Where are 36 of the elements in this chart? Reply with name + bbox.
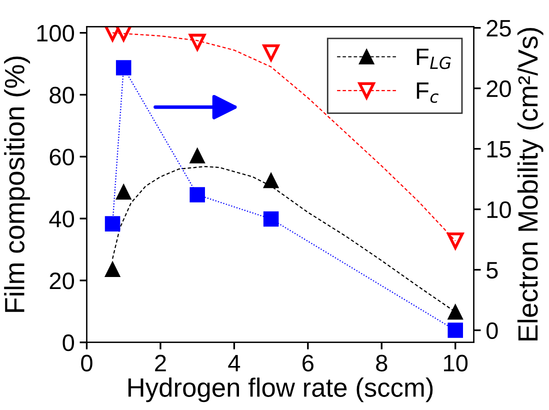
point: [190, 148, 205, 164]
y2-tick-label: 5: [486, 262, 498, 279]
y-tick-label: 20: [50, 272, 74, 290]
legend-label: F$_{LG}$: [416, 48, 451, 70]
point: [116, 184, 132, 200]
point: [104, 216, 120, 232]
y-tick-label: 80: [50, 86, 74, 104]
x-tick-label: 8: [376, 354, 388, 372]
point: [104, 262, 120, 277]
y-tick-label: 40: [49, 210, 74, 228]
x-tick-label: 2: [155, 354, 166, 372]
y2-tick-label: 25: [486, 20, 511, 37]
point: [116, 60, 132, 76]
y2-tick-label: 20: [486, 80, 511, 98]
point: [263, 172, 279, 188]
point: [447, 232, 464, 250]
x-axis-title: Hydrogen flow rate (sccm): [128, 378, 433, 402]
y2-axis-title: Electron Mobility (cm²/Vs): [517, 28, 544, 340]
x-tick-label: 6: [302, 354, 314, 372]
x-tick-label: 4: [228, 355, 240, 372]
point: [448, 304, 463, 320]
x-tick-label: 10: [444, 354, 468, 372]
point: [262, 44, 280, 61]
y2-tick-label: 15: [487, 141, 511, 158]
legend-label: F$_{c}$: [416, 82, 439, 103]
y-tick-label: 60: [50, 148, 74, 166]
point: [188, 34, 206, 50]
y-axis-title: Film composition (%): [4, 56, 30, 312]
point: [448, 322, 463, 338]
point: [263, 211, 279, 227]
x-tick-label: 0: [81, 354, 92, 372]
y-tick-label: 0: [62, 334, 74, 352]
point: [190, 187, 205, 202]
y-tick-label: 100: [37, 24, 74, 42]
y2-tick-label: 0: [486, 322, 498, 340]
y2-tick-label: 10: [487, 201, 511, 218]
